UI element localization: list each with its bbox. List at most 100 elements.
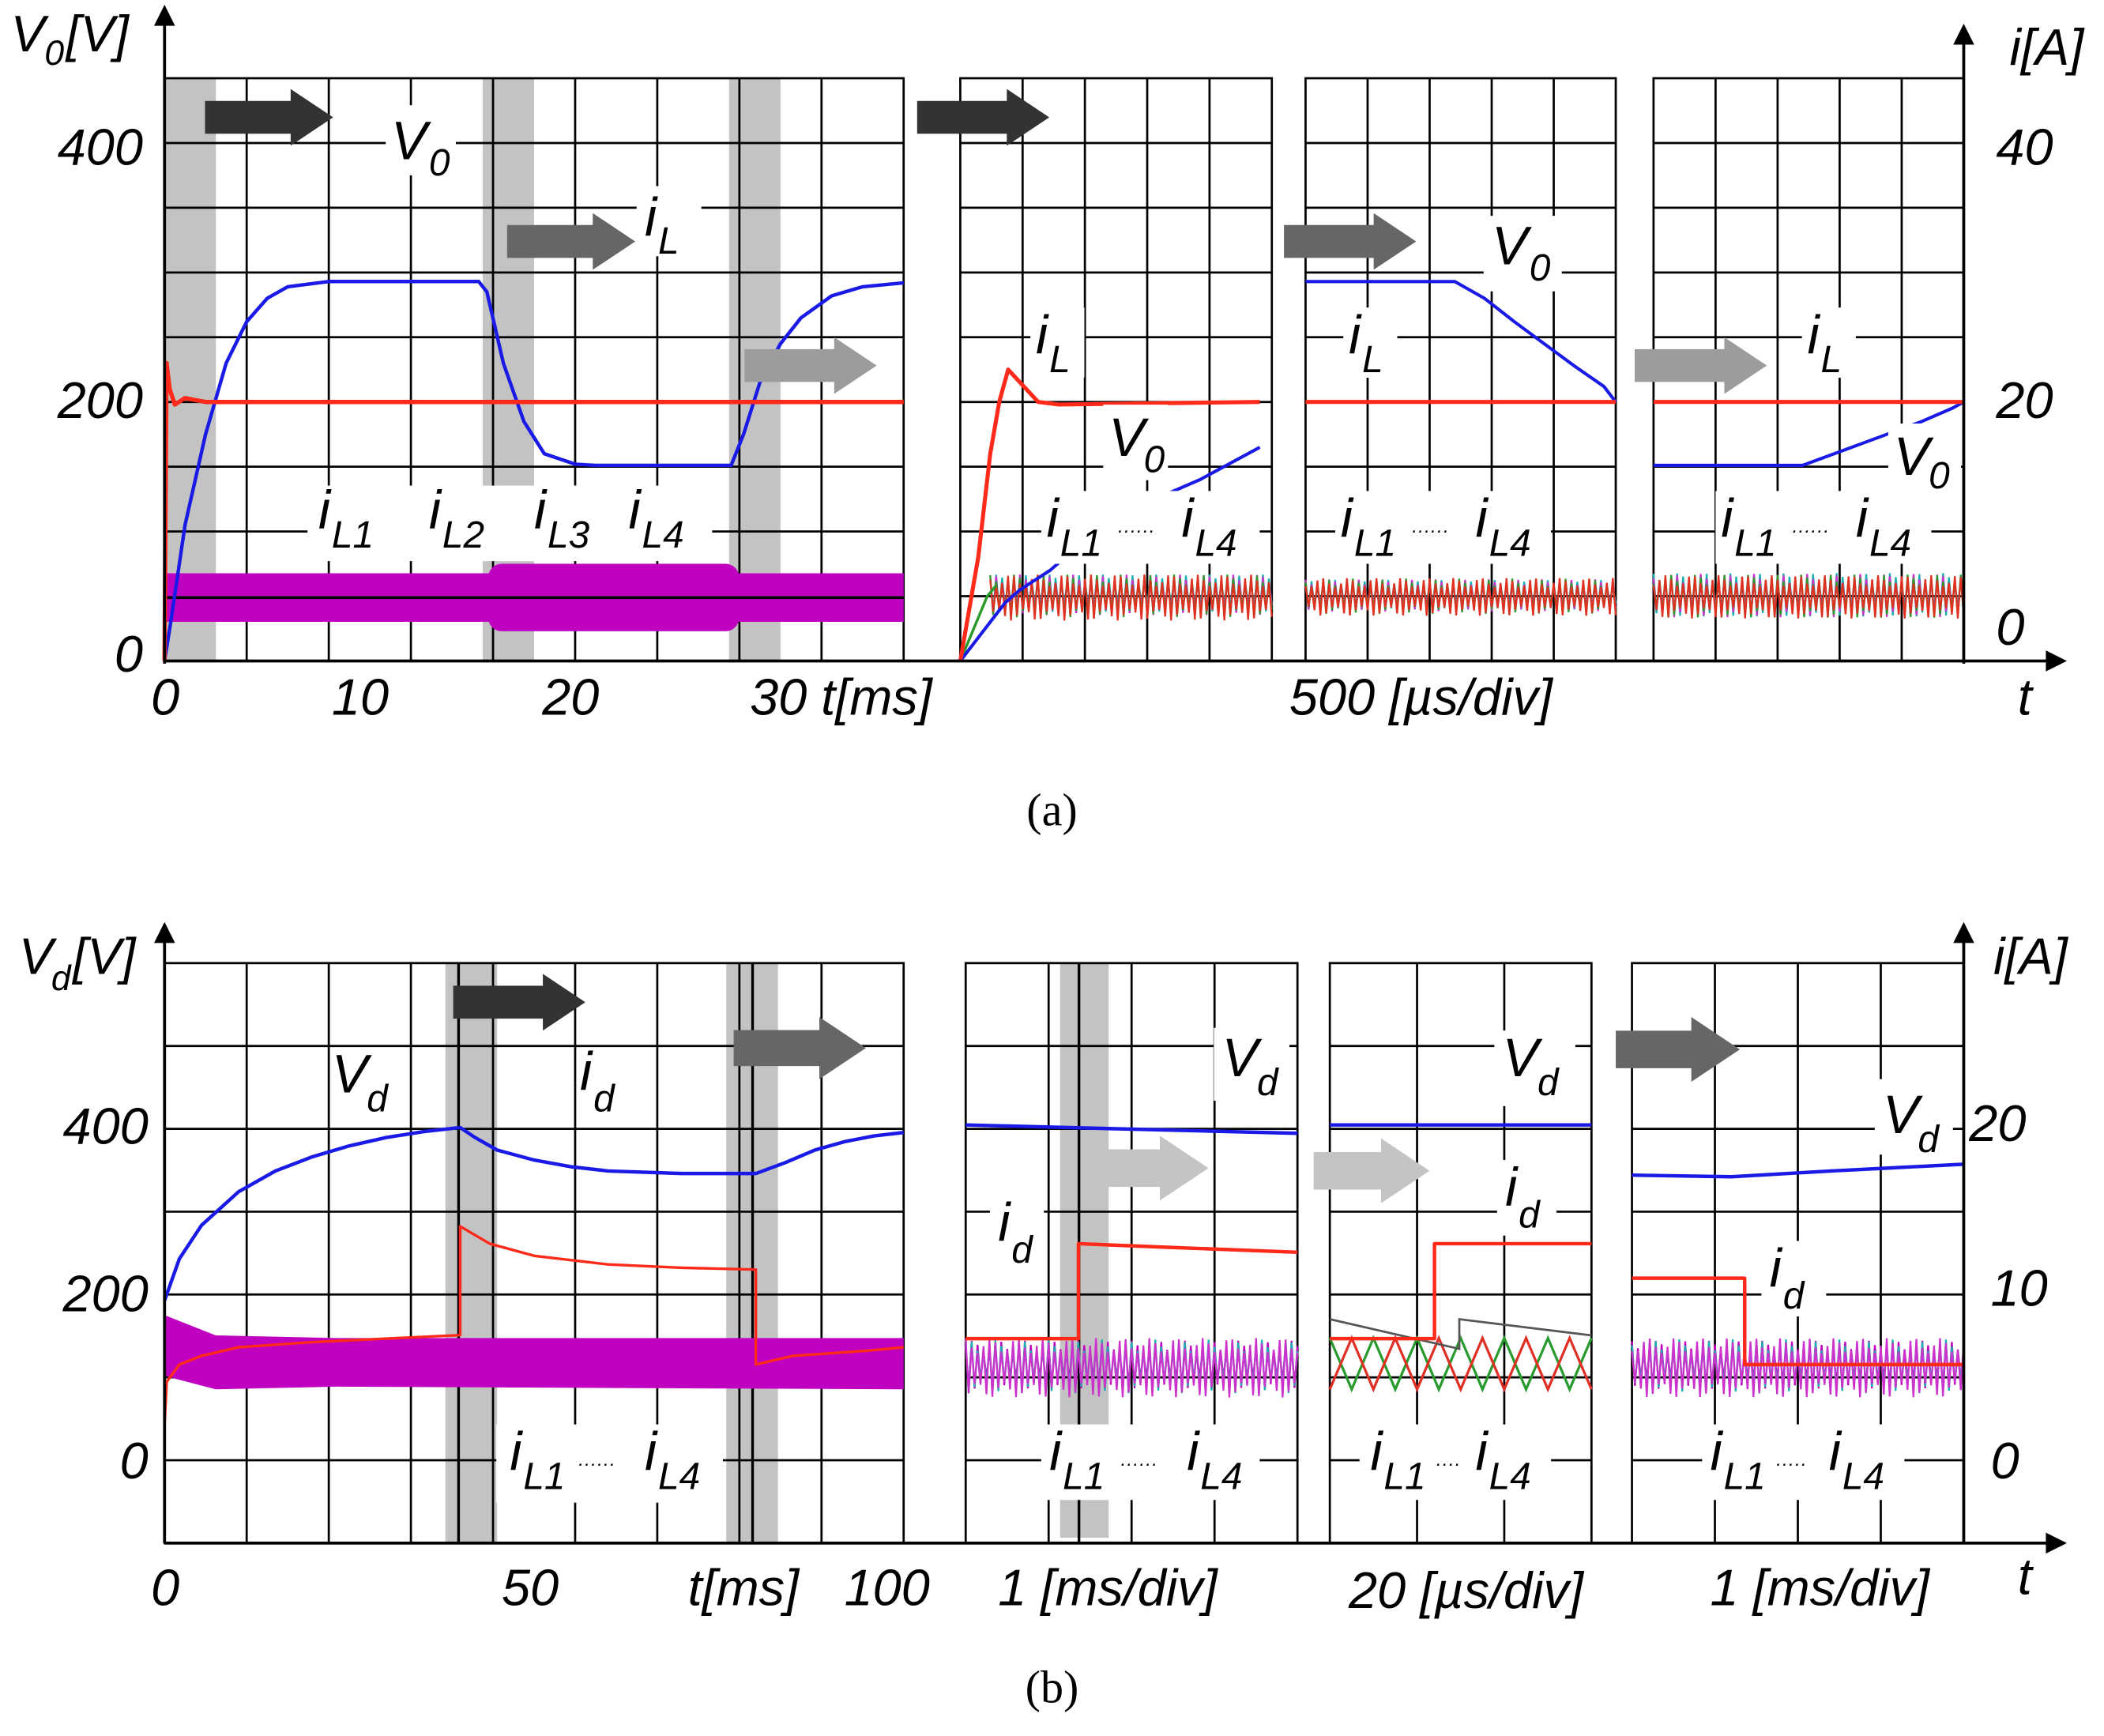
x-axis-head <box>2046 1532 2067 1554</box>
series-id <box>965 1241 1298 1341</box>
y-axis-title-right: i[A] <box>1993 928 2069 985</box>
label-V0-sub: 0 <box>1929 455 1950 497</box>
x-tick: 20 <box>541 668 599 726</box>
label-bg <box>636 186 702 257</box>
label-id-sub: d <box>1519 1194 1541 1236</box>
y-axis-title-right: i[A] <box>2010 18 2086 76</box>
transition-arrow <box>1616 1017 1741 1083</box>
label-bg <box>1359 1424 1552 1501</box>
label-phase-current: i <box>1181 488 1195 548</box>
label-phase-current-sub: L4 <box>1842 1456 1884 1498</box>
label-ellipsis: ······ <box>1791 520 1829 541</box>
label-phase-current-sub: L2 <box>442 514 484 556</box>
label-id: i <box>998 1193 1011 1253</box>
label-phase-current: i <box>429 480 442 540</box>
phase-current-4 <box>1328 1335 1593 1393</box>
y-tick-left: 0 <box>115 625 143 683</box>
label-V0: V <box>1492 217 1532 277</box>
label-iL: i <box>1807 305 1820 365</box>
phase-current-3 <box>965 1338 1299 1398</box>
y-axis-title-sub: 0 <box>44 34 64 73</box>
transition-arrow <box>917 88 1050 146</box>
label-bg <box>1702 1424 1905 1501</box>
transition-arrow <box>1105 1135 1209 1201</box>
label-bg <box>1801 307 1856 378</box>
phase-current-4 <box>1652 574 1965 619</box>
phase-current-3 <box>1631 1338 1965 1398</box>
label-phase-current-sub: L1 <box>1724 1456 1766 1498</box>
label-V0-sub: 0 <box>1144 439 1165 480</box>
transition-arrow <box>1634 337 1767 394</box>
label-bg <box>1888 424 1962 497</box>
label-phase-current: i <box>1856 488 1869 548</box>
caption-a: (a) <box>1026 785 1077 836</box>
x-tick: 0 <box>151 1558 179 1616</box>
y-axis-left-head <box>153 921 175 943</box>
label-ellipsis: ······ <box>578 1454 615 1475</box>
y-tick-right: 0 <box>1996 598 2024 656</box>
label-Vd: V <box>1222 1028 1263 1088</box>
series-Vd <box>1632 1162 1964 1179</box>
y-axis-title-unit: [V] <box>65 5 130 62</box>
label-phase-current-sub: L1 <box>332 514 374 556</box>
label-bg <box>989 1197 1044 1274</box>
label-phase-current: i <box>645 1422 658 1482</box>
phase-current-4 <box>989 574 1273 621</box>
label-phase-current-sub: L1 <box>1354 522 1396 564</box>
label-phase-current: i <box>534 480 548 540</box>
label-iL: i <box>1349 305 1362 365</box>
label-phase-current-sub: L1 <box>1734 522 1776 564</box>
label-id-sub: d <box>1011 1230 1033 1271</box>
x-tick: 50 <box>502 1558 559 1616</box>
shaded-window <box>445 962 498 1543</box>
series-V0 <box>163 280 904 661</box>
label-phase-current-sub: L4 <box>658 1456 700 1498</box>
label-id-sub: d <box>593 1079 615 1120</box>
label-phase-current: i <box>1721 488 1734 548</box>
label-ellipsis: ······ <box>1116 520 1154 541</box>
label-iL-sub: L <box>1362 339 1383 381</box>
transition-arrow <box>506 213 636 270</box>
label-bg <box>1041 1424 1260 1501</box>
x-tick: 10 <box>332 668 389 726</box>
label-bg <box>1041 491 1260 564</box>
transition-arrow <box>453 973 585 1031</box>
label-phase-current: i <box>1341 488 1354 548</box>
label-phase-current: i <box>1476 488 1489 548</box>
series-iL <box>162 360 904 661</box>
label-phase-current: i <box>1829 1422 1842 1482</box>
y-tick-left: 0 <box>120 1432 149 1489</box>
label-bg <box>1103 405 1169 480</box>
time-scale-label: 1 [ms/div] <box>1711 1558 1931 1616</box>
y-tick-right: 10 <box>1991 1259 2048 1316</box>
label-Vd-sub: d <box>367 1079 389 1120</box>
label-ellipsis: ····· <box>1775 1454 1806 1475</box>
y-tick-right: 20 <box>1968 1094 2026 1152</box>
caption-b: (b) <box>1026 1661 1079 1712</box>
label-bg <box>1343 307 1398 378</box>
phase-current-envelope <box>1329 1317 1592 1350</box>
label-V0: V <box>1894 427 1934 487</box>
label-bg <box>1214 1027 1289 1101</box>
y-tick-left: 200 <box>57 371 143 429</box>
x-tick: t[ms] <box>688 1558 800 1616</box>
label-phase-current: i <box>1047 488 1060 548</box>
label-phase-current-sub: L4 <box>1200 1456 1242 1498</box>
series-Vd <box>163 1125 904 1301</box>
x-axis-title: t <box>2018 1548 2034 1606</box>
series-id <box>163 1225 904 1425</box>
y-axis-left <box>153 5 175 664</box>
label-id-sub: d <box>1783 1275 1805 1317</box>
y-tick-left: 400 <box>58 118 143 175</box>
label-Vd: V <box>1883 1085 1923 1145</box>
label-phase-current-sub: L4 <box>1489 522 1531 564</box>
phase-current-4 <box>1304 578 1617 616</box>
label-iL-sub: L <box>1821 339 1842 381</box>
label-ellipsis: ······ <box>1120 1454 1157 1475</box>
time-scale-label: 20 [µs/div] <box>1348 1561 1585 1619</box>
y-tick-right: 40 <box>1996 118 2053 175</box>
series-id <box>1632 1276 1964 1367</box>
series-iL <box>958 367 1260 661</box>
label-phase-current: i <box>1370 1422 1383 1482</box>
